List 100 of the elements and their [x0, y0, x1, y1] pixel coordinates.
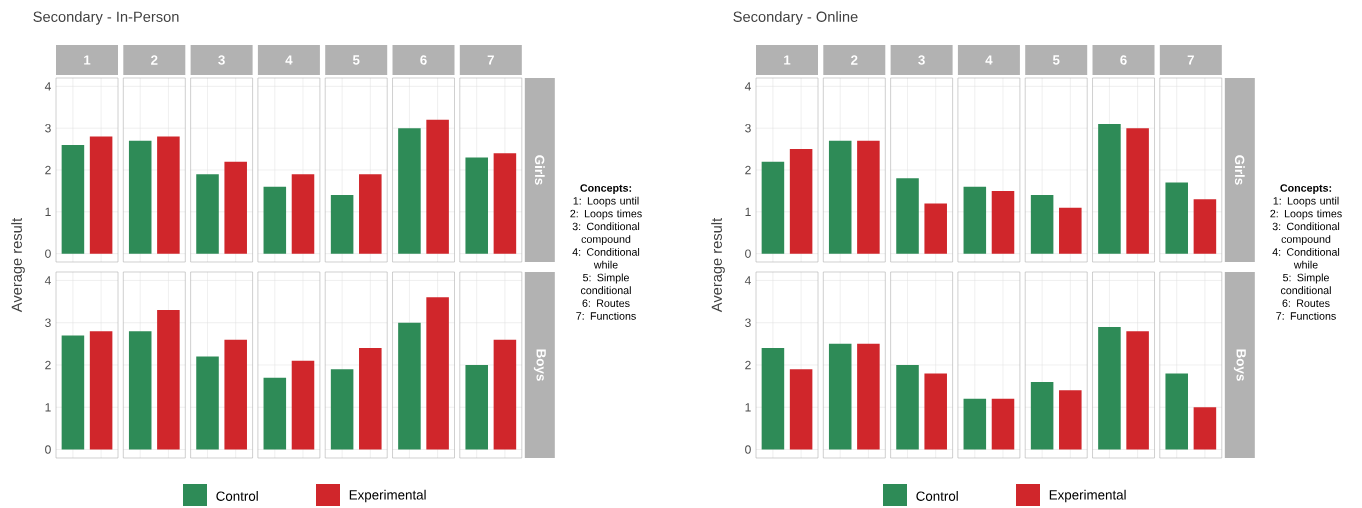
y-tick-label: 4: [44, 82, 51, 91]
bar: [1030, 381, 1054, 450]
x-tick-label: 6: [1120, 55, 1127, 65]
text: 1: Loops until: [573, 196, 639, 207]
x-tick-label: 5: [1052, 55, 1060, 65]
bar: [1059, 207, 1082, 254]
bar: [263, 377, 287, 450]
y-tick-label: 1: [45, 403, 51, 412]
text: Concepts:: [580, 184, 632, 194]
x-tick-label: 2: [151, 55, 158, 65]
bar: [426, 119, 449, 254]
y-tick-label: 1: [745, 403, 751, 412]
bar: [196, 356, 219, 450]
bar: [398, 322, 421, 450]
text: Concepts:: [1280, 184, 1332, 194]
text: 4: Conditional while: [572, 247, 640, 269]
bar: [128, 140, 152, 254]
bar: [991, 398, 1015, 450]
y-tick-label: 3: [45, 318, 51, 327]
chart-title: Secondary - In-Person: [33, 11, 179, 25]
bar: [157, 136, 180, 254]
x-tick-label: 5: [352, 55, 360, 65]
bar: [857, 343, 880, 450]
bar: [1193, 407, 1217, 450]
legend-label: Experimental: [349, 489, 426, 503]
text: 7: Functions: [1276, 311, 1336, 320]
legend-label: Control: [916, 491, 958, 501]
bar: [789, 149, 813, 254]
y-tick-label: 3: [745, 318, 751, 327]
x-tick-label: 3: [218, 55, 225, 65]
bar: [61, 335, 85, 450]
y-axis-title: Average result: [711, 217, 725, 313]
x-tick-label: 7: [487, 55, 494, 65]
x-tick-label: 3: [918, 55, 925, 65]
bar: [1059, 390, 1082, 450]
bar: [359, 348, 382, 450]
y-tick-label: 0: [745, 249, 751, 258]
y-tick-label: 0: [45, 249, 51, 258]
chart-title: Secondary - Online: [733, 11, 858, 25]
text: 2: Loops times: [570, 209, 642, 220]
bar: [991, 190, 1015, 254]
y-tick-label: 0: [745, 445, 751, 454]
bar: [263, 186, 287, 254]
bar: [924, 203, 947, 254]
y2-axis-title: Girls: [1234, 155, 1245, 185]
y-tick-label: 0: [45, 445, 51, 454]
y-tick-label: 2: [745, 360, 751, 370]
x-tick-label: 1: [84, 55, 91, 65]
bar: [828, 140, 852, 254]
bar: [224, 339, 247, 450]
bar: [761, 348, 785, 450]
y-tick-label: 4: [744, 276, 751, 285]
y-tick-label: 3: [45, 123, 51, 133]
bar: [1030, 195, 1054, 254]
bar: [157, 310, 180, 450]
y2-axis-title: Boys: [533, 349, 546, 381]
text: 2: Loops times: [1270, 209, 1342, 220]
y-tick-label: 1: [745, 207, 751, 216]
bar: [1098, 124, 1121, 254]
legend-label: Control: [216, 491, 258, 501]
bar: [224, 161, 247, 254]
y-tick-label: 4: [744, 82, 751, 91]
bar: [196, 174, 219, 254]
text: 6: Routes: [582, 299, 630, 307]
text: 5: Simple conditional: [1280, 273, 1331, 295]
bar: [857, 140, 880, 254]
y-tick-label: 3: [745, 123, 751, 133]
text: 4: Conditional while: [1272, 247, 1340, 269]
text: 7: Functions: [576, 311, 636, 320]
bar: [330, 369, 354, 450]
y-tick-label: 2: [45, 165, 51, 175]
bar: [1098, 326, 1121, 450]
bar: [963, 186, 987, 254]
y-tick-label: 1: [45, 207, 51, 216]
bar: [465, 157, 488, 254]
bar: [924, 373, 947, 450]
x-tick-label: 4: [285, 55, 293, 65]
text: 6: Routes: [1282, 299, 1330, 307]
bar: [963, 398, 987, 450]
y-axis-title: Average result: [11, 217, 25, 313]
bar: [426, 297, 449, 450]
bar: [398, 128, 421, 254]
bar: [761, 161, 785, 254]
y-tick-label: 2: [745, 165, 751, 175]
legend-label: Experimental: [1049, 489, 1126, 503]
x-tick-label: 2: [851, 55, 858, 65]
text: 1: Loops until: [1273, 196, 1339, 207]
x-tick-label: 6: [420, 55, 427, 65]
bar: [1126, 128, 1149, 254]
y2-axis-title: Girls: [534, 155, 545, 185]
y-tick-label: 4: [44, 276, 51, 285]
bar: [1193, 199, 1217, 254]
y-tick-label: 2: [45, 360, 51, 370]
x-tick-label: 4: [985, 55, 993, 65]
bar: [89, 136, 113, 254]
bar: [359, 174, 382, 254]
bar: [1165, 182, 1188, 254]
y2-axis-title: Boys: [1233, 349, 1246, 381]
bar: [330, 195, 354, 254]
bar: [896, 178, 919, 254]
